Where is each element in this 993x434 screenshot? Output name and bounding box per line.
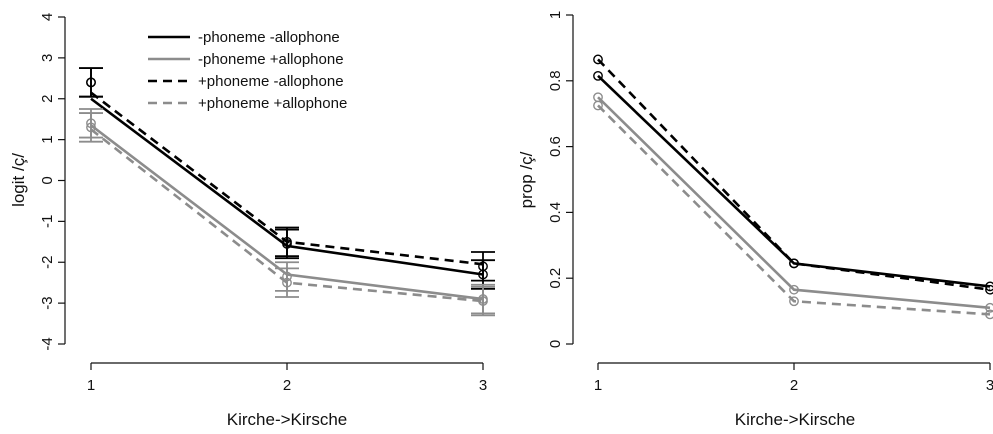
right-series-line-phoneme-plus-allophone [597, 96, 991, 310]
right-x-axis-title: Kirche->Kirsche [735, 410, 855, 429]
right-y-tick-label: 0 [547, 340, 564, 348]
right-panel: 0 0.2 0.4 0.6 0.8 1 1 2 3 Kirche->Kirsche prop … [517, 11, 993, 429]
right-series-line-plus-phoneme-allophone [597, 58, 991, 292]
right-y-axis-title: prop /ç/ [517, 151, 536, 208]
legend-label: +phoneme +allophone [198, 95, 347, 112]
right-x-ticks: 1 2 3 [594, 363, 993, 394]
left-data-point-plus-phoneme-plus-allophone [282, 277, 292, 288]
right-data-point-plus-phoneme-plus-allophone [985, 309, 993, 320]
legend-label: -phoneme -allophone [198, 29, 340, 46]
left-x-tick-label: 1 [87, 377, 95, 394]
right-data-point-phoneme-plus-allophone [985, 302, 993, 313]
right-data-point-phoneme-plus-allophone [789, 284, 799, 295]
left-y-tick-label: 4 [39, 13, 56, 21]
right-data-point-plus-phoneme-allophone [593, 54, 603, 65]
right-data-point-plus-phoneme-plus-allophone [593, 100, 603, 111]
right-series-group [593, 54, 993, 320]
right-x-tick-label: 3 [986, 377, 993, 394]
left-x-tick-label: 2 [283, 377, 291, 394]
left-data-point-plus-phoneme-allophone [478, 261, 488, 272]
right-x-tick-label: 2 [790, 377, 798, 394]
left-panel: -4 -3 -2 -1 0 1 2 3 4 1 2 3 Kirche->Kirsche logit … [9, 13, 495, 429]
left-x-axis-title: Kirche->Kirsche [227, 410, 347, 429]
left-y-axis-title: logit /ç/ [9, 153, 28, 207]
right-y-tick-label: 0.4 [547, 202, 564, 223]
left-y-tick-label: -3 [39, 296, 56, 309]
left-data-point-plus-phoneme-plus-allophone [478, 294, 488, 304]
left-data-point-plus-phoneme-allophone [282, 236, 292, 247]
left-y-tick-label: 0 [39, 176, 56, 184]
left-x-tick-label: 3 [479, 377, 487, 394]
left-data-point-plus-phoneme-allophone [86, 77, 96, 88]
right-data-point-plus-phoneme-plus-allophone [789, 296, 799, 307]
left-y-tick-label: 3 [39, 54, 56, 62]
right-x-tick-label: 1 [594, 377, 602, 394]
right-y-tick-label: 0.2 [547, 268, 564, 289]
right-y-tick-label: 0.8 [547, 70, 564, 91]
right-series-line-plus-phoneme-plus-allophone [597, 104, 991, 316]
right-series-line-phoneme-allophone [597, 74, 991, 288]
right-data-point-plus-phoneme-allophone [985, 284, 993, 295]
left-x-ticks: 1 2 3 [87, 363, 487, 394]
left-y-tick-label: 2 [39, 95, 56, 103]
right-data-point-phoneme-allophone [593, 70, 603, 81]
right-data-point-plus-phoneme-allophone [789, 258, 799, 269]
right-data-point-phoneme-allophone [985, 281, 993, 292]
legend-label: -phoneme +allophone [198, 51, 344, 68]
left-data-point-plus-phoneme-plus-allophone [86, 122, 96, 133]
left-y-tick-label: -2 [39, 256, 56, 269]
left-y-tick-label: -1 [39, 215, 56, 228]
left-y-tick-label: -4 [39, 337, 56, 350]
legend: -phoneme -allophone -phoneme +allophone … [148, 29, 347, 112]
right-y-tick-label: 1 [547, 11, 564, 19]
right-y-tick-label: 0.6 [547, 136, 564, 157]
right-y-ticks: 0 0.2 0.4 0.6 0.8 1 [547, 11, 573, 348]
left-series-group [79, 67, 495, 317]
legend-label: +phoneme -allophone [198, 73, 344, 90]
left-y-tick-label: 1 [39, 135, 56, 143]
left-y-ticks: -4 -3 -2 -1 0 1 2 3 4 [39, 13, 65, 351]
